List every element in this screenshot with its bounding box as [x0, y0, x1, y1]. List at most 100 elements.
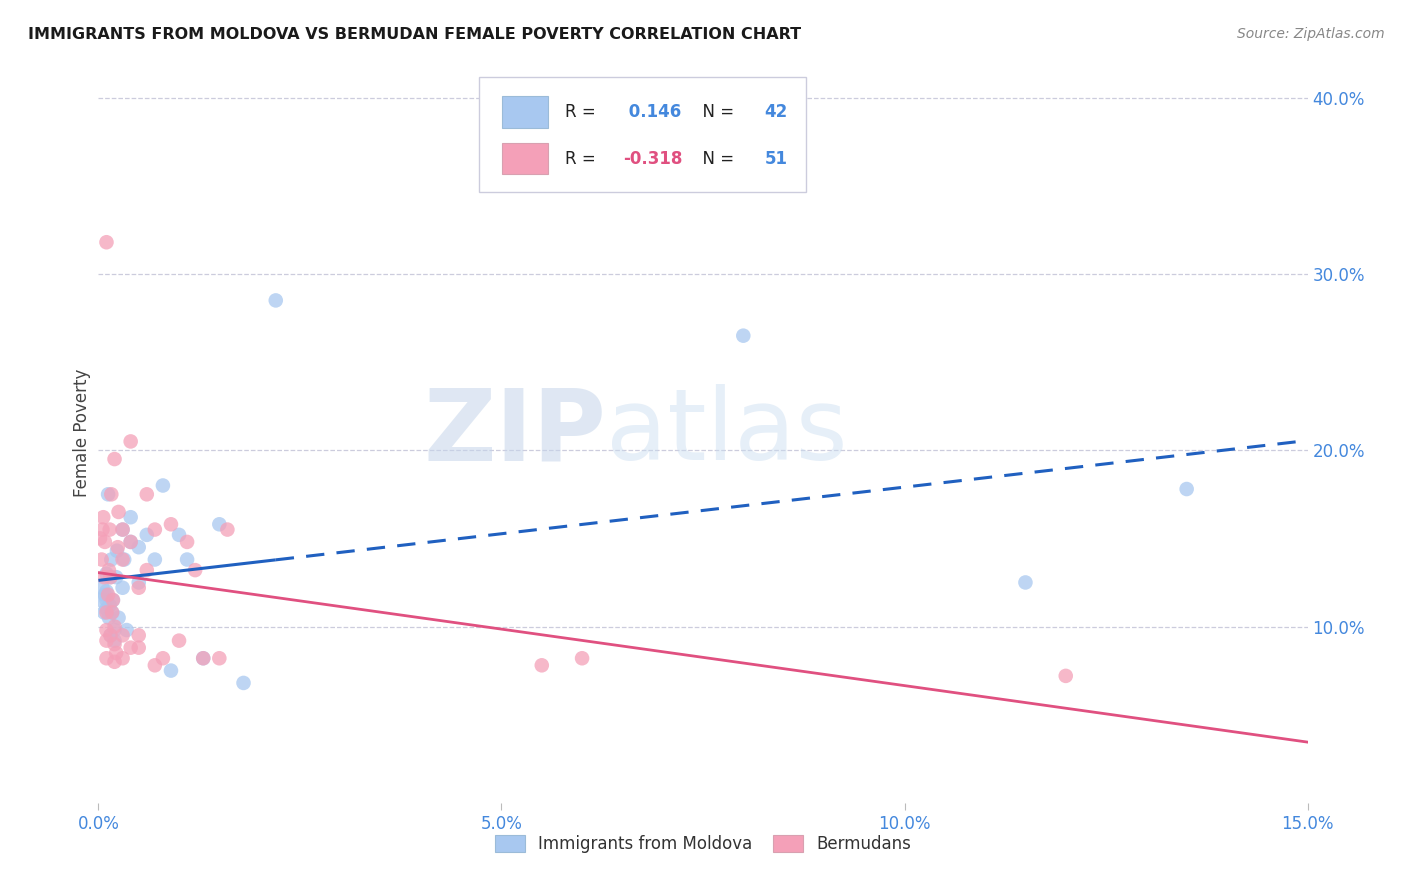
Point — [93, 570, 115, 584]
Text: atlas: atlas — [606, 384, 848, 481]
Point — [100, 628, 122, 642]
Text: Source: ZipAtlas.com: Source: ZipAtlas.com — [1237, 27, 1385, 41]
Point — [97, 487, 120, 501]
Point — [96, 235, 118, 250]
Point — [90, 593, 112, 607]
Point — [91, 581, 114, 595]
Point — [103, 619, 125, 633]
Point — [96, 606, 118, 620]
Point — [101, 593, 124, 607]
Point — [135, 487, 157, 501]
Point — [96, 602, 118, 616]
Point — [128, 581, 150, 595]
Point — [111, 552, 134, 566]
Point — [167, 633, 190, 648]
Point — [89, 532, 111, 546]
Point — [96, 633, 118, 648]
Point — [120, 434, 142, 449]
Point — [571, 651, 593, 665]
Point — [93, 606, 115, 620]
Point — [100, 570, 122, 584]
Point — [152, 651, 174, 665]
Text: -0.318: -0.318 — [623, 150, 682, 168]
Point — [91, 523, 114, 537]
Point — [103, 623, 125, 637]
Text: N =: N = — [692, 150, 740, 168]
Point — [94, 535, 117, 549]
Point — [120, 510, 142, 524]
Point — [733, 328, 755, 343]
Point — [103, 633, 125, 648]
Point — [128, 640, 150, 655]
Point — [143, 658, 166, 673]
Legend: Immigrants from Moldova, Bermudans: Immigrants from Moldova, Bermudans — [486, 826, 920, 861]
Point — [120, 535, 142, 549]
Point — [105, 570, 128, 584]
Point — [98, 523, 121, 537]
Point — [103, 452, 125, 467]
Point — [91, 510, 114, 524]
Point — [128, 628, 150, 642]
Point — [1175, 482, 1198, 496]
Text: 51: 51 — [765, 150, 787, 168]
Point — [120, 535, 142, 549]
Text: 42: 42 — [765, 103, 787, 121]
Point — [97, 588, 120, 602]
Point — [107, 540, 129, 554]
Point — [111, 651, 134, 665]
Point — [167, 528, 190, 542]
Point — [96, 584, 118, 599]
Point — [176, 535, 198, 549]
Point — [135, 528, 157, 542]
Point — [115, 623, 138, 637]
Point — [112, 552, 135, 566]
Point — [208, 651, 231, 665]
Point — [100, 628, 122, 642]
Point — [103, 637, 125, 651]
Point — [105, 646, 128, 660]
Point — [101, 606, 124, 620]
Point — [100, 552, 122, 566]
Point — [135, 563, 157, 577]
Text: R =: R = — [565, 150, 602, 168]
Point — [184, 563, 207, 577]
Point — [217, 523, 239, 537]
Point — [193, 651, 215, 665]
Point — [143, 523, 166, 537]
Bar — [502, 96, 548, 128]
Text: ZIP: ZIP — [423, 384, 606, 481]
Point — [232, 676, 254, 690]
FancyBboxPatch shape — [479, 78, 806, 192]
Point — [107, 505, 129, 519]
Y-axis label: Female Poverty: Female Poverty — [73, 368, 91, 497]
Point — [97, 563, 120, 577]
Point — [111, 628, 134, 642]
Point — [98, 599, 121, 613]
Point — [530, 658, 553, 673]
Point — [143, 552, 166, 566]
Point — [103, 655, 125, 669]
Bar — [502, 143, 548, 174]
Point — [152, 478, 174, 492]
Point — [90, 552, 112, 566]
Point — [176, 552, 198, 566]
Point — [1014, 575, 1036, 590]
Point — [97, 610, 120, 624]
Point — [1054, 669, 1077, 683]
Point — [100, 570, 122, 584]
Point — [120, 640, 142, 655]
Point — [160, 664, 183, 678]
Point — [96, 623, 118, 637]
Point — [193, 651, 215, 665]
Point — [128, 575, 150, 590]
Text: IMMIGRANTS FROM MOLDOVA VS BERMUDAN FEMALE POVERTY CORRELATION CHART: IMMIGRANTS FROM MOLDOVA VS BERMUDAN FEMA… — [28, 27, 801, 42]
Point — [160, 517, 183, 532]
Point — [96, 593, 118, 607]
Point — [111, 581, 134, 595]
Point — [107, 610, 129, 624]
Point — [111, 523, 134, 537]
Point — [100, 487, 122, 501]
Point — [128, 540, 150, 554]
Point — [208, 517, 231, 532]
Point — [94, 588, 117, 602]
